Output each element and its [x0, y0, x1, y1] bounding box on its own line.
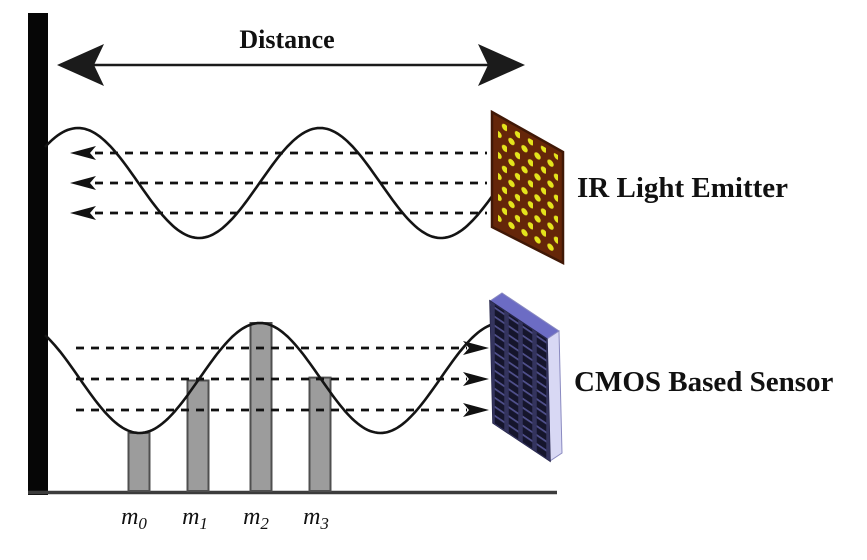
arrow-right-icon: [478, 44, 525, 86]
arrow-left-icon: [57, 44, 104, 86]
cmos-sensor-icon: [489, 292, 563, 463]
measurement-bar-m3: [308, 376, 332, 493]
emitted-wave: [44, 126, 494, 240]
ray-arrowhead-icon: [70, 176, 96, 190]
distance-label: Distance: [239, 25, 334, 54]
m1-subscript: 1: [199, 514, 208, 533]
received-wave: [44, 321, 496, 435]
measurement-label-m2: m2: [243, 504, 269, 533]
target-wall: [28, 13, 48, 495]
received-ray-group: [76, 341, 489, 417]
m2-subscript: 2: [260, 514, 269, 533]
ray-arrowhead-icon: [463, 372, 489, 386]
measurement-label-m0: m0: [121, 504, 147, 533]
m3-subscript: 3: [319, 514, 329, 533]
measurement-bar-m0: [127, 432, 151, 492]
sensor-pixel-grid: [490, 301, 550, 461]
measurement-label-m1: m1: [182, 504, 208, 533]
m2-base: m: [243, 504, 260, 530]
ray-arrowhead-icon: [463, 403, 489, 417]
distance-arrow: Distance: [57, 25, 525, 86]
m0-base: m: [121, 504, 138, 530]
ray-arrowhead-icon: [70, 206, 96, 220]
measurement-label-m3: m3: [303, 504, 329, 533]
ray-arrowhead-icon: [70, 146, 96, 160]
ir-emitter-icon: [490, 109, 565, 266]
ray-arrowhead-icon: [463, 341, 489, 355]
m0-subscript: 0: [138, 514, 147, 533]
m3-base: m: [303, 504, 320, 530]
m1-base: m: [182, 504, 199, 530]
measurement-bar-m1: [186, 379, 210, 492]
sensor-label: CMOS Based Sensor: [574, 366, 834, 398]
emitter-led-array: [498, 120, 558, 256]
emitter-label: IR Light Emitter: [577, 172, 788, 204]
